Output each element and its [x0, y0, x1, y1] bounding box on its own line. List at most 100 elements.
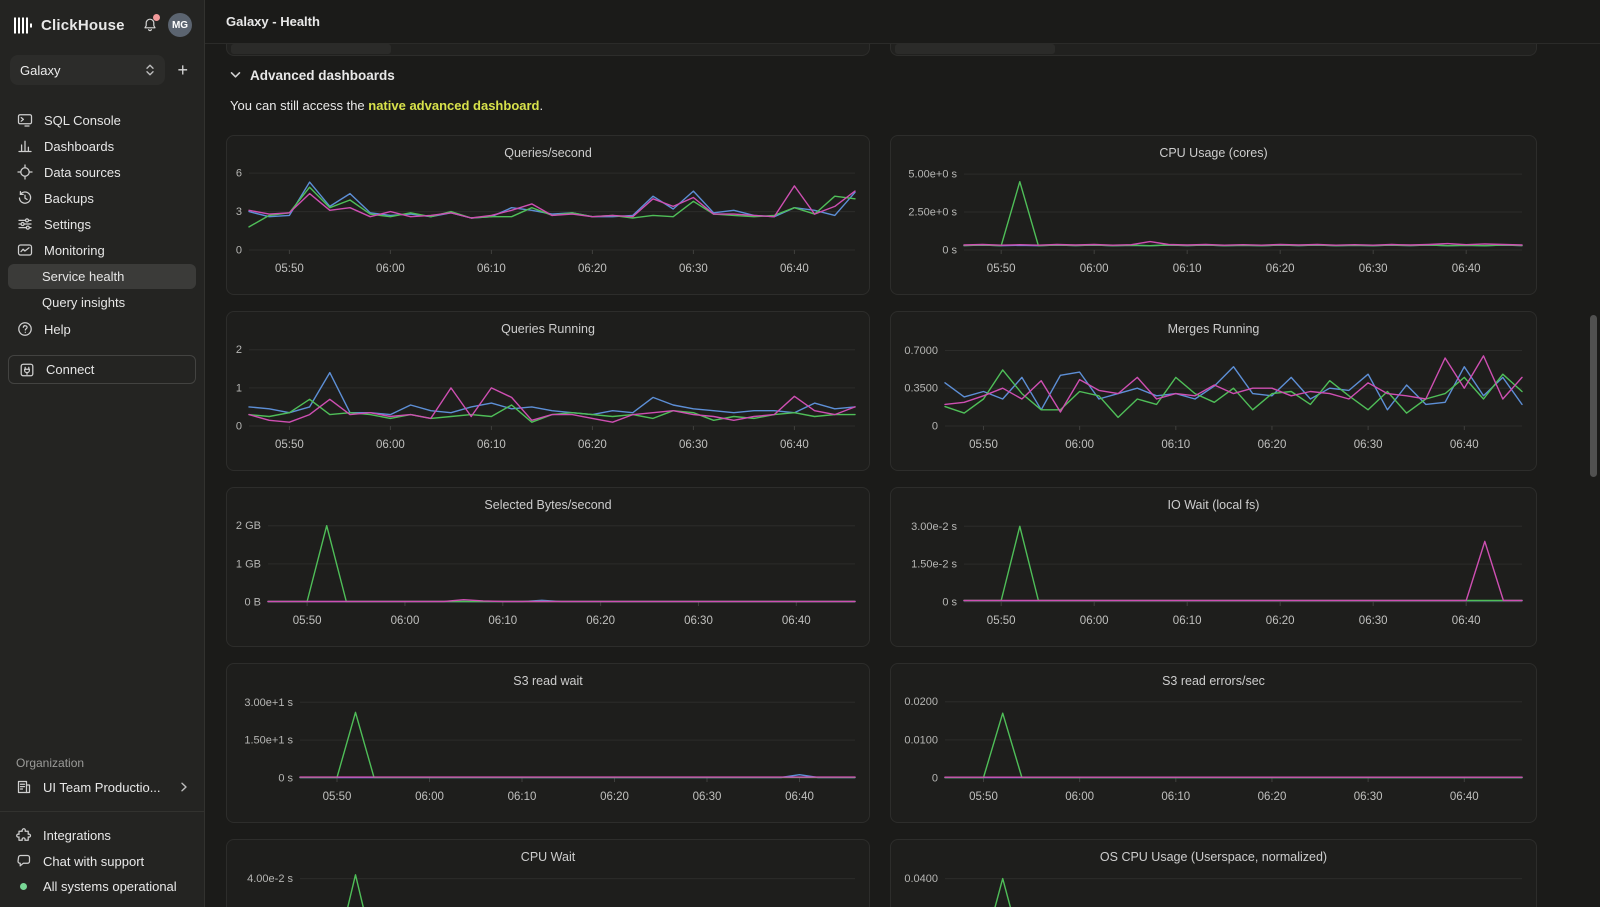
chart-title: Selected Bytes/second — [484, 498, 612, 512]
y-axis-label: 0 — [932, 773, 938, 785]
x-axis-label: 06:10 — [477, 263, 506, 275]
chat-bubble-icon — [16, 853, 32, 869]
puzzle-icon — [16, 827, 32, 843]
notifications-bell-icon[interactable] — [140, 14, 160, 35]
main-area: Galaxy - Health Advanced dashboards You … — [205, 0, 1600, 907]
y-axis-label: 3 — [236, 206, 242, 218]
chart-plot[interactable]: 0 s 2.50e+0 s 5.00e+0 s 05:50 06:00 06:10 06:2… — [891, 160, 1536, 295]
sidebar-item-dashboards[interactable]: Dashboards — [8, 133, 196, 159]
avatar[interactable]: MG — [168, 13, 192, 37]
x-axis-label: 06:20 — [578, 439, 607, 451]
status-label: All systems operational — [43, 879, 177, 894]
y-axis-label: 3.00e+1 s — [244, 697, 293, 709]
chart-grid: Queries/second 0 3 6 05:50 06:00 06:10 06:20 06:… — [226, 135, 1600, 907]
x-axis-label: 06:30 — [679, 263, 708, 275]
connect-icon — [19, 362, 35, 378]
sidebar-item-label: Monitoring — [44, 242, 105, 258]
x-axis-label: 06:00 — [1080, 615, 1109, 627]
x-axis-label: 06:40 — [780, 439, 809, 451]
chart-plot[interactable]: 0 0.0100 0.0200 05:50 06:00 06:10 06:20 06:30 06… — [891, 688, 1536, 823]
chart-plot[interactable]: 00.02000.040005:5006:0006:1006:2006:3006… — [891, 864, 1536, 907]
chart-plot[interactable]: 0 B 1 GB 2 GB 05:50 06:00 06:10 06:20 06:30 06:4… — [227, 512, 869, 647]
x-axis-label: 06:40 — [782, 615, 811, 627]
add-service-button[interactable]: + — [177, 60, 188, 80]
monitoring-graph-icon — [17, 242, 33, 258]
y-axis-label: 1.50e-2 s — [911, 559, 957, 571]
y-axis-label: 0.7000 — [904, 345, 938, 357]
chart-plot[interactable]: 0 3 6 05:50 06:00 06:10 06:20 06:30 06:40 — [227, 160, 869, 295]
section-title: Advanced dashboards — [250, 67, 395, 83]
chart-plot[interactable]: 0 s 1.50e-2 s 3.00e-2 s 05:50 06:00 06:10 06:2… — [891, 512, 1536, 647]
sidebar-item-service-health[interactable]: Service health — [8, 264, 196, 289]
sidebar-item-monitoring[interactable]: Monitoring — [8, 237, 196, 263]
x-axis-label: 06:20 — [1266, 615, 1295, 627]
sidebar-item-settings[interactable]: Settings — [8, 211, 196, 237]
series-line-green — [299, 711, 856, 779]
x-axis-label: 06:20 — [586, 615, 615, 627]
notice-text: You can still access the — [230, 98, 369, 113]
organization-label: Organization — [16, 756, 85, 770]
bar-chart-icon — [17, 138, 33, 154]
series-line-green — [963, 525, 1523, 602]
x-axis-label: 06:00 — [1080, 263, 1109, 275]
chart-card-s3-read-wait: S3 read wait 0 s 1.50e+1 s 3.00e+1 s 05:50 06… — [226, 663, 870, 823]
x-axis-label: 06:00 — [376, 439, 405, 451]
status-dot — [20, 883, 27, 890]
sidebar: ClickHouse MG Galaxy + SQL Console Dashb… — [0, 0, 205, 907]
content-scroll-area: Advanced dashboards You can still access… — [205, 44, 1600, 907]
chart-title: Queries Running — [501, 322, 595, 336]
sidebar-item-label: Query insights — [42, 295, 126, 310]
chart-plot[interactable]: 0 s2.00e-2 s4.00e-2 s05:5006:0006:1006:2… — [227, 864, 869, 907]
organization-selector[interactable]: UI Team Productio... — [0, 777, 204, 811]
x-axis-label: 06:20 — [1266, 263, 1295, 275]
sidebar-divider — [0, 811, 204, 812]
sidebar-item-help[interactable]: Help — [8, 316, 196, 342]
y-axis-label: 0.0400 — [904, 873, 938, 885]
chevron-down-icon[interactable] — [230, 71, 241, 79]
chart-title: Queries/second — [504, 146, 592, 160]
system-status[interactable]: All systems operational — [0, 874, 204, 899]
sidebar-item-integrations[interactable]: Integrations — [0, 822, 204, 848]
sidebar-item-data-sources[interactable]: Data sources — [8, 159, 196, 185]
chart-title: S3 read wait — [513, 674, 583, 688]
connect-button[interactable]: Connect — [8, 355, 196, 384]
previous-panels-stub-row — [226, 44, 1600, 56]
sidebar-item-backups[interactable]: Backups — [8, 185, 196, 211]
page-title: Galaxy - Health — [226, 14, 320, 29]
sidebar-item-label: SQL Console — [44, 112, 121, 128]
x-axis-label: 05:50 — [275, 263, 304, 275]
sidebar-item-query-insights[interactable]: Query insights — [8, 290, 196, 315]
series-line-green — [248, 186, 856, 228]
x-axis-label: 05:50 — [987, 615, 1016, 627]
scrollbar-thumb[interactable] — [1590, 315, 1597, 477]
y-axis-label: 1 — [236, 382, 242, 394]
x-axis-label: 05:50 — [969, 791, 998, 803]
x-axis-label: 06:00 — [415, 791, 444, 803]
footer-item-label: Chat with support — [43, 853, 145, 869]
panel-stub-strip — [231, 44, 391, 54]
x-axis-label: 06:10 — [488, 615, 517, 627]
service-selector-row: Galaxy + — [0, 47, 204, 97]
x-axis-label: 06:40 — [1452, 263, 1481, 275]
native-advanced-dashboard-link[interactable]: native advanced dashboard — [368, 98, 540, 113]
panel-stub-strip — [895, 44, 1055, 54]
sidebar-item-chat-support[interactable]: Chat with support — [0, 848, 204, 874]
service-selector[interactable]: Galaxy — [10, 55, 166, 85]
x-axis-label: 05:50 — [323, 791, 352, 803]
x-axis-label: 06:40 — [785, 791, 814, 803]
help-icon — [17, 321, 33, 337]
x-axis-label: 06:00 — [1065, 791, 1094, 803]
sidebar-item-label: Service health — [42, 269, 125, 284]
series-line-blue — [248, 371, 856, 416]
chart-plot[interactable]: 0 s 1.50e+1 s 3.00e+1 s 05:50 06:00 06:10 06:2… — [227, 688, 869, 823]
native-dashboard-notice: You can still access the native advanced… — [230, 98, 1600, 113]
sidebar-item-sql-console[interactable]: SQL Console — [8, 107, 196, 133]
chart-plot[interactable]: 0 0.3500 0.7000 05:50 06:00 06:10 06:20 06:30 06… — [891, 336, 1536, 471]
chart-card-cpu-wait: CPU Wait0 s2.00e-2 s4.00e-2 s05:5006:000… — [226, 839, 870, 907]
y-axis-label: 4.00e-2 s — [247, 873, 293, 885]
chart-plot[interactable]: 0 1 2 05:50 06:00 06:10 06:20 06:30 06:40 — [227, 336, 869, 471]
connect-button-label: Connect — [46, 362, 95, 377]
x-axis-label: 06:10 — [1161, 791, 1190, 803]
panel-stub — [890, 44, 1537, 56]
